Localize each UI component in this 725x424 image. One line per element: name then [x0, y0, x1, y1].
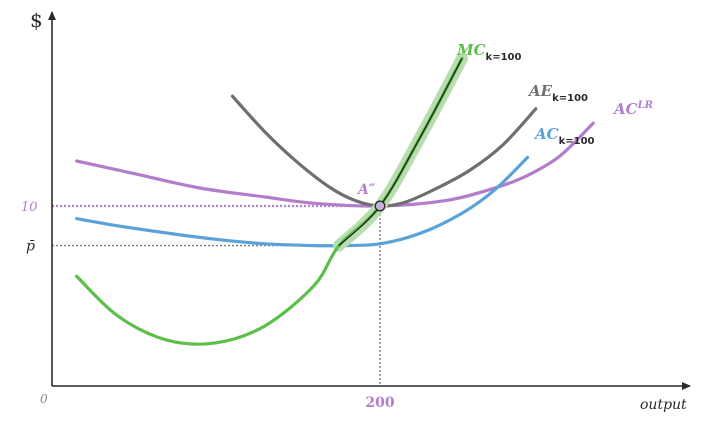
mc-highlight-band — [333, 52, 468, 252]
x-tick-label-200: 200 — [365, 395, 394, 411]
mc-supply-line — [338, 58, 463, 247]
series-labels: MCk=100 AEk=100 ACk=100 ACLR — [456, 41, 653, 147]
origin-label: 0 — [40, 392, 48, 406]
curves — [75, 52, 595, 346]
aclr-label: ACLR — [612, 100, 653, 118]
aclr-curve — [75, 121, 595, 208]
point-a-double-prime — [374, 200, 386, 212]
y-tick-label-pbar: p̄ — [26, 239, 35, 255]
guide-lines — [52, 204, 381, 386]
y-tick-label-10: 10 — [21, 200, 38, 215]
mc-label: MCk=100 — [456, 41, 521, 63]
ae-label: AEk=100 — [527, 82, 588, 104]
point-label: A″ — [356, 182, 376, 198]
y-axis-label: $ — [30, 8, 43, 32]
ac-curve — [75, 155, 530, 248]
ac-label: ACk=100 — [533, 125, 595, 147]
x-axis-label: output — [640, 397, 687, 413]
point-layer: A″ — [356, 182, 386, 212]
tick-labels: 10 p̄ 200 — [21, 200, 395, 411]
